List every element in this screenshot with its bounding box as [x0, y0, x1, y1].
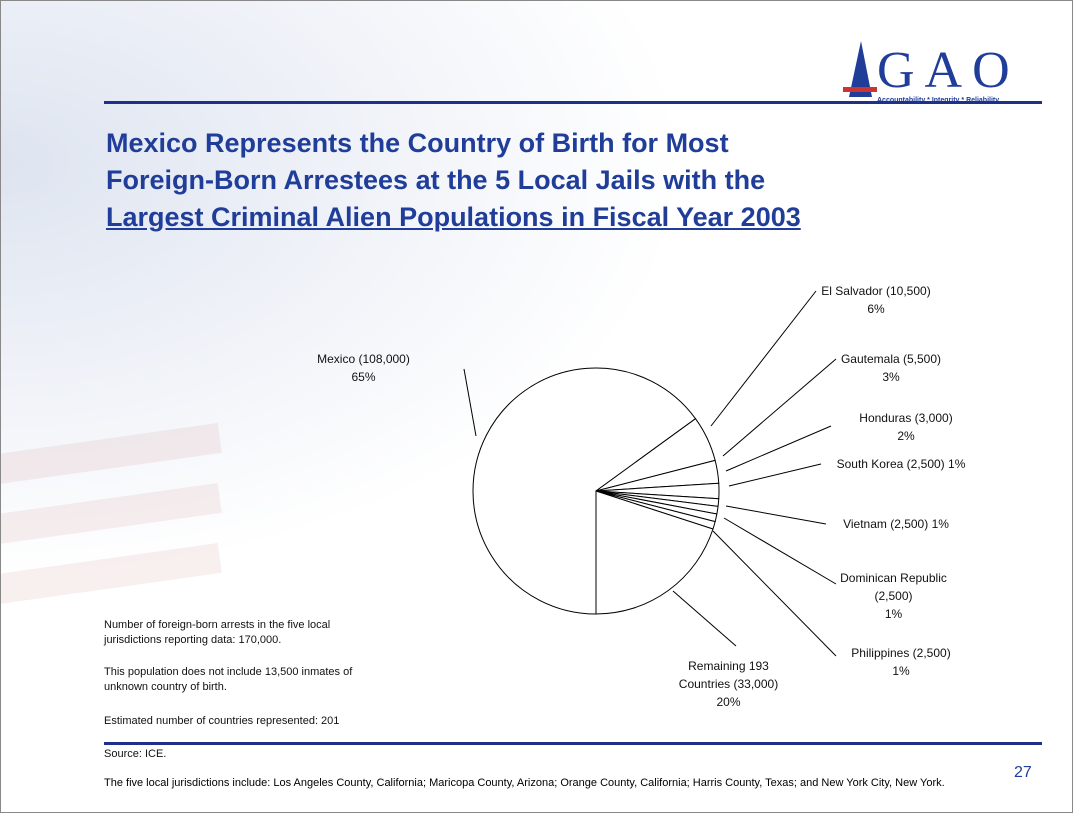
note: Estimated number of countries represente…: [104, 715, 340, 727]
value-label: 1%: [931, 517, 949, 531]
title-line: Largest Criminal Alien Populations in Fi…: [106, 202, 801, 232]
slice-label: Dominican Republic (2,500) 1%: [831, 569, 956, 623]
pie-slice: [595, 490, 714, 615]
slice-label: Mexico (108,000) 65%: [306, 350, 421, 386]
title: Mexico Represents the Country of Birth f…: [106, 125, 801, 236]
value-label: 2%: [897, 429, 915, 443]
logo-icon: [843, 87, 877, 92]
category-label: Mexico (108,000): [317, 352, 410, 366]
slice-label: Vietnam (2,500) 1%: [826, 515, 966, 533]
value-label: 1%: [884, 607, 903, 621]
source: Source: ICE.: [104, 748, 167, 760]
tagline: Accountability * Integrity * Reliability: [877, 97, 999, 104]
note: This population does not include 13,500 …: [104, 666, 353, 693]
value-label: 3%: [882, 370, 900, 384]
slice-label: Honduras (3,000) 2%: [846, 409, 966, 445]
footnote: The five local jurisdictions include: Lo…: [104, 777, 945, 789]
logo: GAO: [877, 42, 1020, 99]
leader-line: [723, 517, 837, 585]
category-label: South Korea (2,500): [836, 457, 945, 471]
category-label: Philippines (2,500): [851, 646, 951, 660]
value-label: 6%: [867, 302, 885, 316]
slice-label: South Korea (2,500) 1%: [821, 455, 981, 473]
value-label: 1%: [948, 457, 966, 471]
page-number: 27: [1014, 764, 1032, 781]
category-label: El Salvador (10,500): [821, 284, 931, 298]
category-label: Gautemala (5,500): [840, 352, 942, 366]
rule: [104, 742, 1042, 745]
leader-line: [725, 505, 827, 525]
rule: [104, 101, 1042, 104]
leader-line: [725, 425, 832, 472]
slice-label: Gautemala (5,500) 3%: [831, 350, 951, 386]
slice-label: Philippines (2,500) 1%: [836, 644, 966, 680]
note: Number of foreign-born arrests in the fi…: [104, 619, 331, 646]
category-label: Vietnam (2,500): [843, 517, 929, 531]
leader-line: [712, 530, 837, 657]
leader-line: [722, 358, 837, 457]
title-line: Foreign-Born Arrestees at the 5 Local Ja…: [106, 165, 766, 195]
logo-icon: [849, 41, 872, 97]
leader-line: [672, 590, 737, 647]
value-label: 20%: [716, 695, 741, 709]
value-label: 1%: [892, 664, 910, 678]
slice-label: Remaining 193 Countries (33,000) 20%: [666, 657, 791, 711]
category-label: Remaining 193 Countries (33,000): [678, 659, 779, 691]
slice-label: El Salvador (10,500) 6%: [816, 282, 936, 318]
leader-line: [710, 290, 817, 427]
title-line: Mexico Represents the Country of Birth f…: [106, 128, 729, 158]
category-label: Dominican Republic (2,500): [840, 571, 947, 603]
pie-slice: [472, 367, 697, 615]
category-label: Honduras (3,000): [859, 411, 953, 425]
leader-line: [463, 368, 477, 437]
leader-line: [728, 463, 822, 487]
value-label: 65%: [351, 370, 376, 384]
